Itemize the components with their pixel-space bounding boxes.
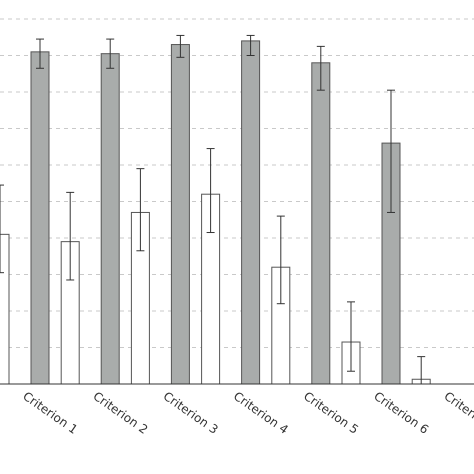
x-tick-label: Criterion 1 bbox=[20, 389, 80, 437]
bar-filled bbox=[311, 62, 331, 385]
bar-filled bbox=[241, 40, 261, 385]
bar-filled bbox=[100, 53, 120, 385]
x-tick-label: Criterion 4 bbox=[231, 389, 291, 437]
bars bbox=[0, 40, 431, 385]
x-tick-label: Criterion 3 bbox=[161, 389, 221, 437]
bar-filled bbox=[30, 51, 50, 385]
bar-filled bbox=[170, 44, 190, 385]
bar-open bbox=[0, 233, 10, 385]
x-tick-label: Criterion 2 bbox=[90, 389, 150, 437]
x-tick-label: Criterion 5 bbox=[301, 389, 361, 437]
x-tick-labels: Criterion 1 Criterion 2 Criterion 3 Criteri… bbox=[20, 389, 474, 437]
x-tick-label: Criterion 7 bbox=[441, 389, 474, 437]
error-bars bbox=[0, 34, 426, 385]
x-tick-label: Criterion 6 bbox=[371, 389, 431, 437]
